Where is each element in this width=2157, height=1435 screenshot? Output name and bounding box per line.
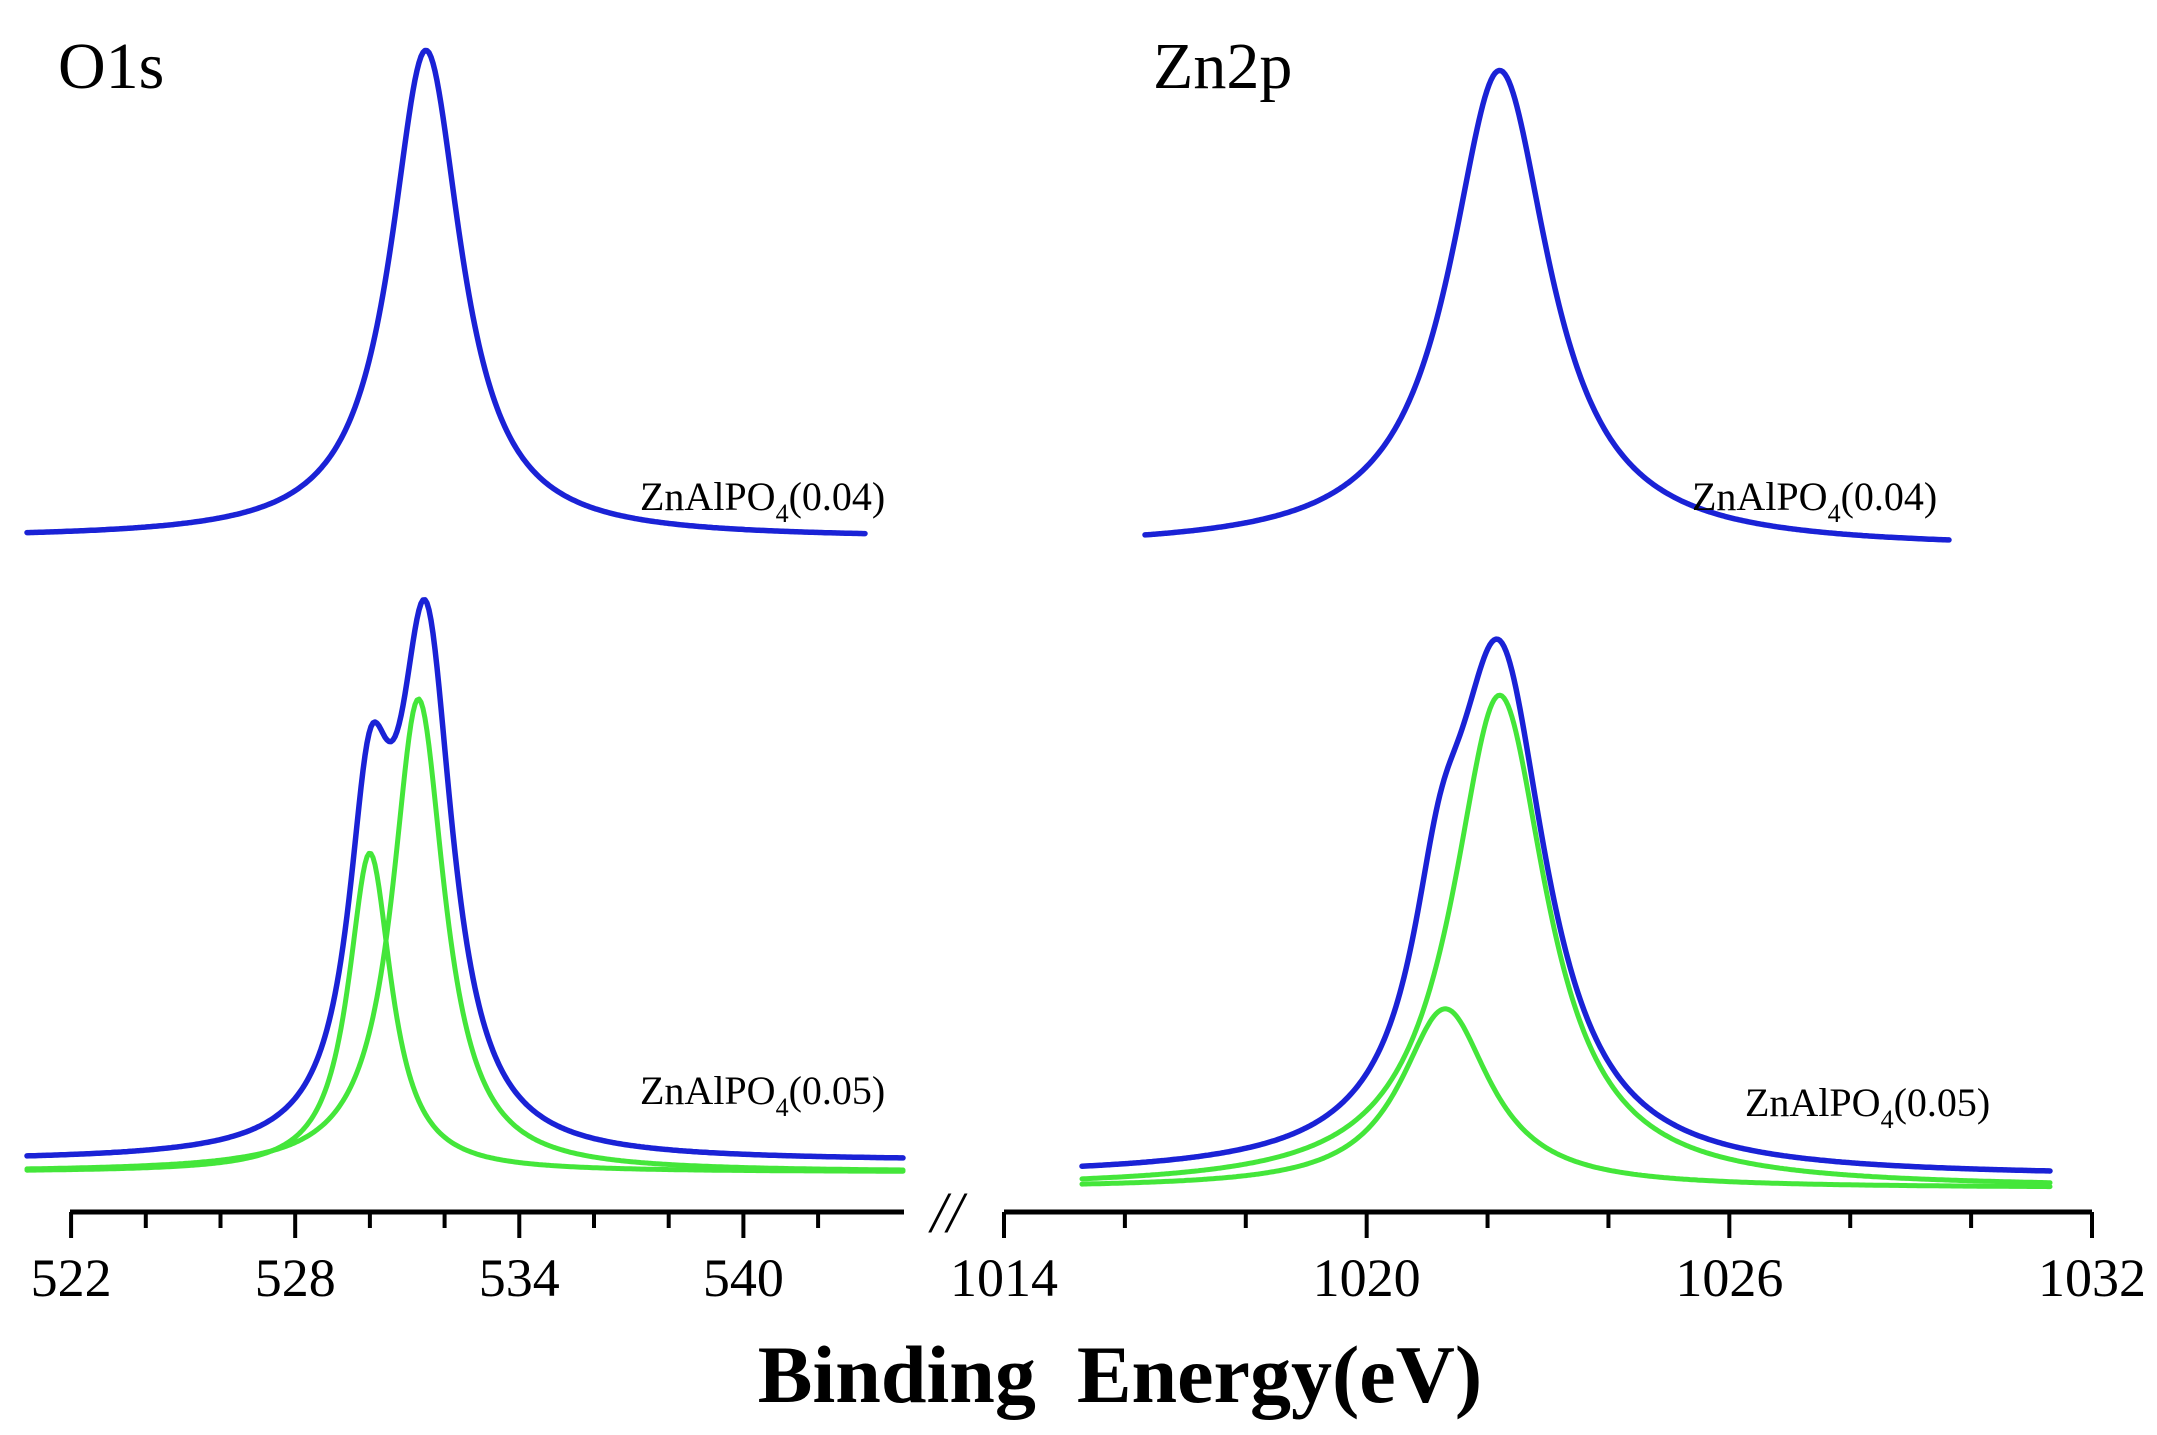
- sample-label-main: ZnAlPO: [1692, 474, 1828, 519]
- x-tick-label: 534: [479, 1248, 560, 1308]
- sample-label-subscript: 4: [1881, 1105, 1894, 1134]
- sample-label-suffix: (0.05): [789, 1068, 886, 1113]
- sample-label-zn2p-top: ZnAlPO4(0.04): [1692, 474, 1937, 528]
- sample-label-o1s-top: ZnAlPO4(0.04): [640, 474, 885, 528]
- o1s-top-envelope-curve-0: [24, 47, 868, 537]
- ticks-layer: 522 528 534 540 1014 1020 1026 1032: [31, 1212, 2146, 1308]
- sample-label-suffix: (0.04): [789, 474, 886, 519]
- o1s-bottom-envelope-curve-0: [24, 597, 906, 1161]
- x-tick-label: 540: [703, 1248, 784, 1308]
- panel-title-zn2p: Zn2p: [1153, 30, 1292, 103]
- zn2p-bottom-envelope-curve-0: [1079, 636, 2053, 1174]
- x-tick-label: 522: [31, 1248, 112, 1308]
- sample-label-main: ZnAlPO: [640, 474, 776, 519]
- x-tick-label: 1020: [1313, 1248, 1421, 1308]
- sample-label-zn2p-bottom: ZnAlPO4(0.05): [1745, 1080, 1990, 1134]
- x-tick-label: 1014: [950, 1248, 1058, 1308]
- sample-label-subscript: 4: [1828, 499, 1841, 528]
- sample-label-subscript: 4: [776, 499, 789, 528]
- o1s-bottom-component-curve-1: [24, 850, 906, 1174]
- sample-label-o1s-bottom: ZnAlPO4(0.05): [640, 1068, 885, 1122]
- curves-layer: [24, 47, 2053, 1190]
- x-tick-label: 528: [255, 1248, 336, 1308]
- sample-label-main: ZnAlPO: [640, 1068, 776, 1113]
- sample-label-suffix: (0.05): [1894, 1080, 1991, 1125]
- panel-title-o1s: O1s: [58, 30, 164, 103]
- x-axis-title: Binding Energy(eV): [758, 1329, 1482, 1420]
- axis-break-mark: //: [928, 1180, 968, 1245]
- sample-label-main: ZnAlPO: [1745, 1080, 1881, 1125]
- zn2p-top-envelope-curve-0: [1142, 67, 1952, 543]
- sample-label-subscript: 4: [776, 1093, 789, 1122]
- zn2p-bottom-component-curve-2: [1079, 692, 2053, 1186]
- zn2p-bottom-component-curve-1: [1079, 1006, 2053, 1190]
- x-tick-label: 1026: [1675, 1248, 1783, 1308]
- x-tick-label: 1032: [2038, 1248, 2146, 1308]
- sample-label-suffix: (0.04): [1841, 474, 1938, 519]
